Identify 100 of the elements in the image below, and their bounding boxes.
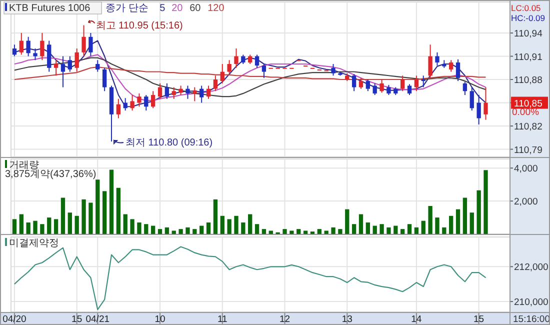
bar [394, 226, 398, 234]
candlestick [68, 56, 72, 72]
bar [303, 230, 308, 234]
candlestick [234, 48, 238, 68]
x-tick-label: 04/20 [2, 314, 26, 325]
candlestick [476, 94, 481, 125]
candlestick [47, 40, 52, 72]
bar [172, 230, 176, 234]
legend-title: 종가 단순 [106, 3, 148, 14]
candlestick [421, 75, 426, 88]
y-tick-label: 110,91 [514, 52, 542, 63]
candlestick [144, 94, 148, 111]
candlestick [241, 54, 246, 64]
candlestick [470, 86, 474, 111]
bar [220, 216, 224, 234]
y-tick-label: 110,79 [514, 144, 542, 156]
y-tick-label: 110,88 [514, 75, 542, 86]
bar [164, 227, 170, 234]
bar [82, 199, 86, 234]
candlestick [220, 64, 224, 84]
bar [262, 229, 266, 234]
bar [324, 230, 328, 234]
candlestick [150, 90, 156, 109]
candlestick [158, 82, 162, 100]
candlestick [74, 48, 79, 72]
bar [40, 224, 44, 234]
candlestick [435, 52, 440, 66]
legend-label: KTB Futures 1006 [9, 3, 91, 14]
bar [109, 170, 114, 234]
candlestick [380, 79, 384, 94]
bar [206, 222, 211, 234]
candlestick [254, 54, 260, 68]
text: 110,85 [514, 98, 542, 110]
x-tick-label: 15 [474, 314, 484, 325]
x-tick-label: 14 [411, 314, 422, 325]
bar [96, 180, 100, 234]
x-tick-label: 13 [342, 314, 352, 325]
y-tick-label: 110,94 [514, 28, 542, 40]
bar [449, 216, 454, 234]
candlestick [407, 84, 412, 96]
x-tick-label: 04/21 [86, 314, 110, 325]
bar [435, 218, 440, 234]
bar [407, 224, 412, 234]
text: HC:-0.09 [511, 13, 546, 23]
bar [400, 229, 405, 234]
candlestick [386, 84, 391, 96]
text: 60 [190, 3, 202, 14]
candlestick [248, 54, 252, 64]
candlestick [33, 48, 38, 61]
bar [282, 229, 287, 234]
bar [462, 198, 468, 234]
bar [54, 219, 58, 234]
candlestick [227, 60, 232, 74]
bar [476, 190, 481, 234]
bar [352, 224, 356, 234]
text: 15:16:00 [513, 314, 550, 325]
bar [186, 227, 190, 234]
candlestick [172, 86, 176, 100]
bar [123, 214, 128, 234]
candlestick [366, 79, 370, 92]
candlestick [164, 82, 170, 100]
bar [144, 224, 148, 234]
candlestick [449, 60, 454, 72]
text: 0.00% [512, 107, 540, 118]
candlestick [12, 44, 17, 57]
bar [227, 219, 232, 234]
y-tick-label: 4,000 [514, 164, 538, 175]
bar [456, 209, 460, 234]
y-tick-label: 212,000 [514, 262, 548, 274]
line-series [14, 246, 486, 310]
bar [442, 227, 446, 234]
y-tick-label: 110,82 [514, 122, 542, 132]
bar [60, 198, 66, 234]
candlestick [19, 32, 24, 56]
annotation: 최저 110.80 (09:16) [125, 138, 213, 148]
bar [33, 220, 38, 234]
bar [88, 202, 93, 234]
legend-label: 미결제약정 [9, 238, 59, 249]
candlestick [137, 92, 142, 108]
bar [26, 222, 30, 234]
bar [192, 229, 197, 234]
candlestick [331, 64, 336, 76]
bar [345, 209, 350, 234]
bar [178, 229, 183, 234]
bar [241, 222, 246, 234]
bar [248, 214, 252, 234]
bar [268, 230, 273, 234]
bar [358, 214, 364, 234]
bar [102, 191, 107, 234]
legend-label: 거래량 [9, 160, 39, 171]
candlestick [358, 77, 364, 90]
candlestick [186, 85, 190, 100]
candlestick [414, 75, 419, 92]
candlestick [178, 85, 183, 96]
candlestick [26, 36, 30, 57]
bar [116, 188, 120, 234]
candlestick [82, 24, 86, 57]
candlestick [54, 60, 58, 76]
bar [130, 219, 134, 234]
bar [484, 170, 488, 234]
